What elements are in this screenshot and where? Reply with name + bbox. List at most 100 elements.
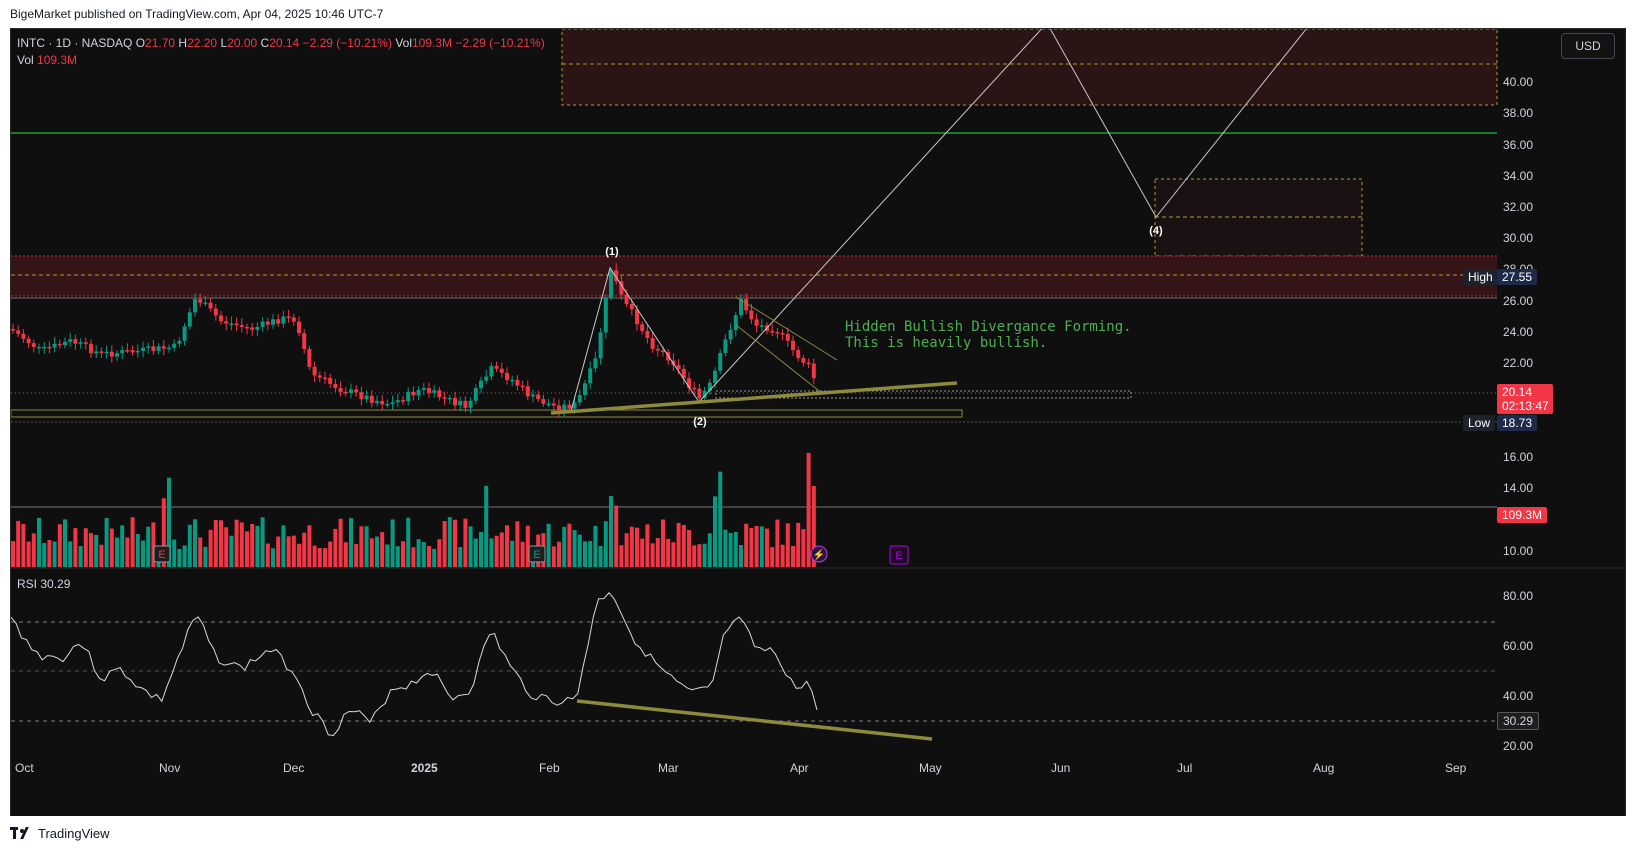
candle xyxy=(198,299,203,303)
rsi-legend[interactable]: RSI 30.29 xyxy=(17,577,70,591)
legend-symbol[interactable]: INTC · 1D · NASDAQ xyxy=(17,36,133,50)
volume-bar xyxy=(359,526,364,567)
candle xyxy=(442,397,447,399)
volume-bar xyxy=(453,519,457,567)
volume-bar xyxy=(68,541,73,567)
candle xyxy=(609,270,613,298)
volume-bar xyxy=(135,533,140,567)
volume-bar xyxy=(733,532,738,567)
volume-bar xyxy=(73,528,78,567)
volume-bar xyxy=(395,546,400,567)
candle xyxy=(702,390,707,399)
volume-bar xyxy=(572,530,577,567)
price-trendline xyxy=(550,381,958,415)
volume-bar xyxy=(16,520,21,567)
candle xyxy=(369,395,374,403)
time-axis-jun: Jun xyxy=(1051,761,1071,775)
volume-bar xyxy=(510,540,515,567)
volume-bar xyxy=(219,520,223,567)
time-axis-sep: Sep xyxy=(1445,761,1467,775)
divergence-annotation[interactable]: Hidden Bullish Divergance Forming. This … xyxy=(845,319,1132,351)
volume-bar xyxy=(505,525,509,567)
candle xyxy=(546,403,551,406)
volume-bar xyxy=(609,496,613,567)
volume-bar xyxy=(177,548,182,567)
volume-bar xyxy=(551,546,556,567)
legend-vol-row: Vol 109.3M xyxy=(17,52,545,69)
candle xyxy=(57,343,62,346)
legend-close: 20.14 xyxy=(269,36,300,50)
volume-bar xyxy=(375,536,379,567)
candle xyxy=(73,339,78,344)
volume-bar xyxy=(208,529,213,567)
volume-bar xyxy=(245,531,249,567)
time-axis-aug: Aug xyxy=(1313,761,1335,775)
volume-bar xyxy=(671,542,676,567)
volume-bar xyxy=(437,539,442,567)
candle xyxy=(115,353,119,357)
candle xyxy=(572,402,577,409)
volume-bar xyxy=(775,519,780,567)
price-axis-32: 32.00 xyxy=(1503,200,1534,214)
price-axis-34: 34.00 xyxy=(1503,169,1534,183)
tradingview-logo[interactable]: TradingView xyxy=(10,824,110,842)
candle xyxy=(635,309,639,325)
volume-bar xyxy=(193,519,197,567)
wave-label-2: (2) xyxy=(693,416,707,428)
candle xyxy=(338,388,343,392)
volume-bar xyxy=(416,539,421,567)
volume-bar xyxy=(447,517,452,567)
time-axis-2025: 2025 xyxy=(411,761,438,775)
candle xyxy=(749,310,754,320)
candle xyxy=(16,330,21,334)
candle xyxy=(172,343,177,348)
candle xyxy=(31,343,36,348)
candle xyxy=(525,386,530,397)
volume-bar xyxy=(401,541,405,567)
volume-bar xyxy=(619,545,624,567)
rsi-trendline xyxy=(576,699,933,741)
earnings-marker-2-label: E xyxy=(533,549,540,561)
volume-bar xyxy=(312,545,317,567)
volume-bar xyxy=(198,537,203,567)
volume-bar xyxy=(354,543,359,567)
volume-bar xyxy=(42,542,47,567)
volume-bar xyxy=(744,523,749,567)
candle xyxy=(583,383,587,396)
tradingview-brand-text: TradingView xyxy=(38,825,110,841)
candle xyxy=(785,334,790,341)
price-axis-36: 36.00 xyxy=(1503,138,1534,152)
volume-bar xyxy=(406,517,411,567)
time-axis-oct: Oct xyxy=(15,761,34,775)
volume-bar xyxy=(525,525,530,567)
volume-bar xyxy=(791,545,795,567)
volume-bar xyxy=(125,537,130,567)
candle xyxy=(68,339,73,342)
vol-row-label[interactable]: Vol xyxy=(17,53,34,67)
candle xyxy=(281,316,286,324)
volume-bar xyxy=(650,543,655,567)
volume-bar xyxy=(661,519,665,567)
candle xyxy=(437,390,442,398)
chart-panel[interactable]: E E E ⚡ (1) (2) (4) INTC · 1D · NASDAQ O… xyxy=(10,28,1626,818)
candle xyxy=(484,376,489,381)
currency-button[interactable]: USD xyxy=(1561,33,1615,59)
earnings-marker-1-label: E xyxy=(158,549,165,561)
candle xyxy=(531,394,535,397)
time-axis-nov: Nov xyxy=(159,761,181,775)
price-axis-14: 14.00 xyxy=(1503,481,1534,495)
candle xyxy=(598,332,603,359)
legend-vol: 109.3M xyxy=(412,36,453,50)
volume-bar xyxy=(749,527,754,567)
volume-bar xyxy=(151,522,156,567)
volume-bar xyxy=(229,535,234,567)
volume-bar xyxy=(385,544,390,567)
volume-bar xyxy=(442,521,447,567)
volume-bar xyxy=(380,532,385,567)
chart-canvas[interactable]: E E E ⚡ (1) (2) (4) xyxy=(11,29,1625,817)
rsi-value: 30.29 xyxy=(40,577,71,591)
rsi-label: RSI xyxy=(17,577,38,591)
candle xyxy=(364,395,369,400)
volume-bar xyxy=(57,524,62,567)
candle xyxy=(21,333,26,339)
